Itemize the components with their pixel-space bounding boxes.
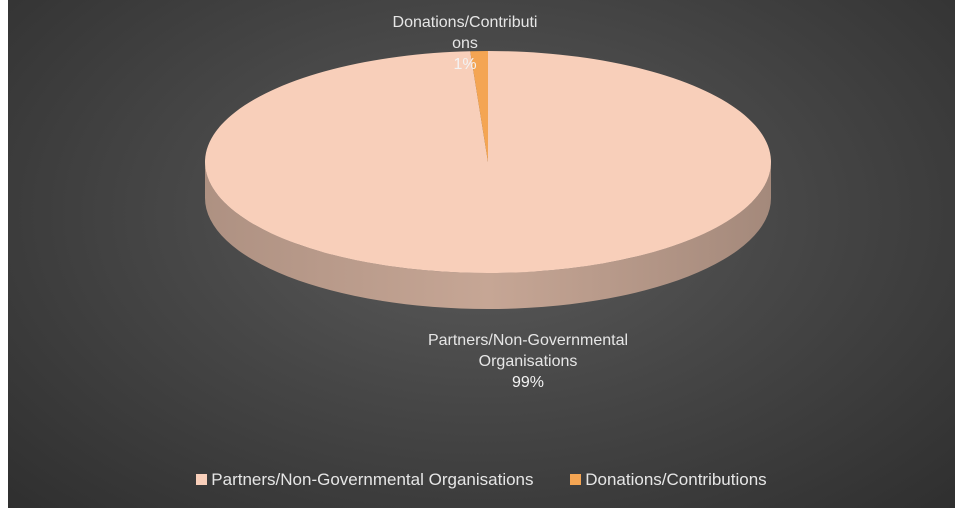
legend-item-donations[interactable]: Donations/Contributions [570,470,767,490]
chart-area: Donations/Contributi ons 1% Partners/Non… [8,0,955,508]
legend-item-partners[interactable]: Partners/Non-Governmental Organisations [196,470,534,490]
data-label-partners-line2: Organisations [478,353,578,370]
data-label-donations-percent: 1% [453,56,477,73]
data-label-donations-line2: ons [452,35,478,52]
pie-side-wall [205,162,771,309]
pie-slice-partners[interactable] [204,51,772,274]
legend-swatch-partners [196,474,208,485]
pie-chart [204,51,772,309]
data-label-partners: Partners/Non-Governmental Organisations … [378,330,678,393]
legend-label-donations: Donations/Contributions [585,470,767,489]
data-label-partners-percent: 99% [511,374,545,391]
data-label-donations-line1: Donations/Contributi [392,14,538,31]
data-label-partners-line1: Partners/Non-Governmental [427,332,629,349]
pie-slice-donations[interactable] [470,51,488,162]
legend-label-partners: Partners/Non-Governmental Organisations [211,470,534,489]
legend-swatch-donations [570,474,582,485]
data-label-donations: Donations/Contributi ons 1% [365,12,565,75]
legend: Partners/Non-Governmental Organisations … [8,470,955,490]
